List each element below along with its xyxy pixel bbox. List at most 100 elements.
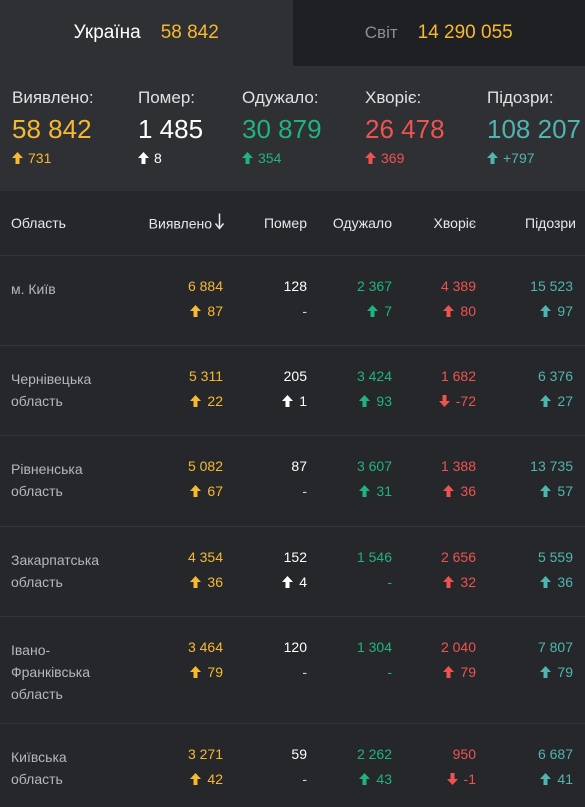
region-name-line: область bbox=[11, 483, 63, 499]
died-delta: 4 bbox=[282, 574, 307, 590]
died-delta-value: - bbox=[302, 303, 307, 319]
arrow-up-icon bbox=[540, 395, 552, 407]
sick-delta-value: -1 bbox=[463, 771, 476, 787]
suspected-delta-value: 57 bbox=[557, 483, 573, 499]
summary-detected: Виявлено: 58 842 731 bbox=[12, 88, 138, 191]
suspected-value: 7 807 bbox=[537, 639, 573, 655]
recovered-delta-value: 7 bbox=[384, 303, 392, 319]
died-delta: - bbox=[302, 303, 307, 319]
table-header: Область Виявлено Помер Одужало Хворіє Пі… bbox=[0, 191, 585, 256]
suspected-value: 5 559 bbox=[537, 549, 573, 565]
died-value: 87 bbox=[291, 458, 307, 474]
died-value: 205 bbox=[283, 368, 307, 384]
suspected-value: 13 735 bbox=[530, 458, 573, 474]
arrow-up-icon bbox=[190, 305, 202, 317]
detected-value: 3 464 bbox=[187, 639, 223, 655]
region-name-line: область bbox=[11, 574, 63, 590]
header-suspected[interactable]: Підозри bbox=[525, 215, 576, 231]
tab-ukraine[interactable]: Україна 58 842 bbox=[0, 0, 293, 66]
recovered-delta-value: 31 bbox=[376, 483, 392, 499]
summary-detected-value: 58 842 bbox=[12, 114, 92, 144]
detected-delta-value: 42 bbox=[207, 771, 223, 787]
suspected-delta-value: 36 bbox=[557, 574, 573, 590]
arrow-up-icon bbox=[190, 395, 202, 407]
region-name-line: Закарпатська bbox=[11, 552, 100, 568]
region-name-line: Івано- bbox=[11, 642, 51, 658]
summary-suspected-delta-value: +797 bbox=[503, 150, 535, 166]
recovered-delta-value: - bbox=[387, 664, 392, 680]
sick-value: 1 682 bbox=[440, 368, 476, 384]
header-detected[interactable]: Виявлено bbox=[149, 213, 225, 233]
region-name-line: Франківська bbox=[11, 664, 90, 680]
sick-delta-value: 79 bbox=[460, 664, 476, 680]
recovered-delta: 93 bbox=[359, 393, 392, 409]
summary-suspected-label: Підозри: bbox=[487, 88, 554, 107]
summary-died-value: 1 485 bbox=[138, 114, 204, 144]
sick-delta: 79 bbox=[443, 664, 476, 680]
arrow-up-icon bbox=[242, 152, 253, 164]
sick-delta-value: 32 bbox=[460, 574, 476, 590]
table-row[interactable]: Івано- Франківська область 3 464 79 120 - 1 304… bbox=[0, 617, 585, 724]
tab-ukraine-label: Україна bbox=[73, 22, 141, 43]
suspected-value: 15 523 bbox=[530, 278, 573, 294]
sick-value: 2 040 bbox=[440, 639, 476, 655]
sick-delta-value: -72 bbox=[455, 393, 476, 409]
arrow-up-icon bbox=[540, 485, 552, 497]
summary-sick: Хворіє: 26 478 369 bbox=[365, 88, 487, 191]
tab-world[interactable]: Світ 14 290 055 bbox=[292, 0, 585, 66]
sick-value: 4 389 bbox=[440, 278, 476, 294]
detected-delta: 79 bbox=[190, 664, 223, 680]
header-region[interactable]: Область bbox=[11, 215, 66, 231]
region-name-line: область bbox=[11, 771, 63, 787]
suspected-delta-value: 41 bbox=[557, 771, 573, 787]
table-row[interactable]: Закарпатська область 4 354 36 152 4 1 546 - 2 65… bbox=[0, 527, 585, 617]
detected-value: 5 311 bbox=[189, 368, 223, 384]
sick-value: 2 656 bbox=[440, 549, 476, 565]
summary-died-label: Помер: bbox=[138, 88, 195, 107]
recovered-value: 1 546 bbox=[356, 549, 392, 565]
arrow-up-icon bbox=[540, 305, 552, 317]
arrow-up-icon bbox=[487, 152, 498, 164]
header-sick[interactable]: Хворіє bbox=[433, 215, 476, 231]
arrow-up-icon bbox=[190, 773, 202, 785]
died-value: 59 bbox=[291, 746, 307, 762]
arrow-up-icon bbox=[282, 395, 294, 407]
table-row[interactable]: Рівненська область 5 082 67 87 - 3 607 31 1 388 3… bbox=[0, 436, 585, 527]
died-delta-value: 1 bbox=[299, 393, 307, 409]
died-delta-value: - bbox=[302, 483, 307, 499]
header-died[interactable]: Помер bbox=[263, 215, 307, 231]
suspected-delta-value: 27 bbox=[557, 393, 573, 409]
arrow-up-icon bbox=[359, 485, 371, 497]
sick-delta: 32 bbox=[443, 574, 476, 590]
sick-delta: 80 bbox=[443, 303, 476, 319]
suspected-delta: 97 bbox=[540, 303, 573, 319]
detected-delta-value: 79 bbox=[207, 664, 223, 680]
table-row[interactable]: Чернівецька область 5 311 22 205 1 3 424 93 1 68… bbox=[0, 346, 585, 436]
died-delta: - bbox=[302, 664, 307, 680]
recovered-value: 3 607 bbox=[356, 458, 392, 474]
detected-delta-value: 87 bbox=[207, 303, 223, 319]
sick-delta: 36 bbox=[443, 483, 476, 499]
summary-died-delta-value: 8 bbox=[154, 150, 162, 166]
arrow-up-icon bbox=[190, 485, 202, 497]
table-row[interactable]: м. Київ 6 884 87 128 - 2 367 7 4 389 80 15 523 97 bbox=[0, 256, 585, 346]
died-value: 128 bbox=[283, 278, 307, 294]
header-recovered[interactable]: Одужало bbox=[332, 215, 392, 231]
detected-value: 5 082 bbox=[187, 458, 223, 474]
table-row[interactable]: Київська область 3 271 42 59 - 2 262 43 950 -1 6 6… bbox=[0, 724, 585, 807]
detected-value: 3 271 bbox=[187, 746, 223, 762]
summary-recovered-value: 30 879 bbox=[242, 114, 322, 144]
arrow-up-icon bbox=[443, 305, 455, 317]
region-name-line: область bbox=[11, 393, 63, 409]
recovered-value: 3 424 bbox=[356, 368, 392, 384]
died-delta-value: - bbox=[302, 771, 307, 787]
suspected-value: 6 376 bbox=[537, 368, 573, 384]
arrow-up-icon bbox=[138, 152, 149, 164]
died-delta: - bbox=[302, 771, 307, 787]
summary-suspected: Підозри: 108 207 +797 bbox=[487, 88, 585, 191]
recovered-delta: 7 bbox=[367, 303, 392, 319]
summary-sick-delta: 369 bbox=[365, 150, 487, 166]
region-name: Чернівецька область bbox=[11, 368, 91, 412]
tab-world-value: 14 290 055 bbox=[417, 22, 513, 43]
sick-delta-value: 80 bbox=[460, 303, 476, 319]
